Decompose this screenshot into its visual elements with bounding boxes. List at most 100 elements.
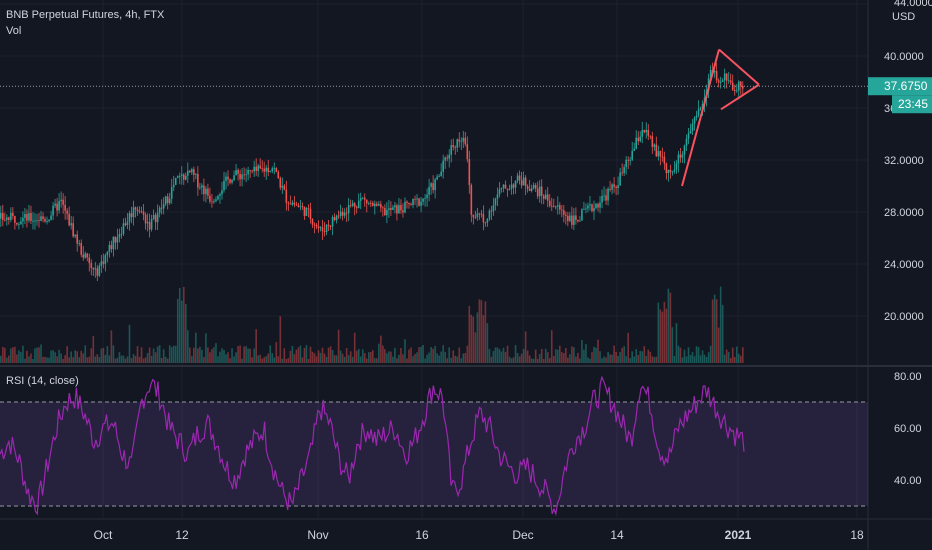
rsi-panel[interactable]	[0, 375, 868, 517]
candle	[271, 166, 274, 174]
volume-bar	[309, 346, 312, 363]
rsi-line[interactable]	[0, 375, 745, 517]
volume-bar	[255, 329, 257, 363]
candle-body	[176, 176, 179, 179]
candle-body	[289, 203, 292, 205]
triangle-pattern[interactable]	[681, 48, 760, 187]
volume-bar	[357, 348, 360, 363]
volume-bar	[134, 355, 137, 363]
candle-body	[546, 194, 549, 201]
candle-body	[58, 201, 60, 211]
volume-bar	[414, 353, 416, 363]
volume-bar	[174, 345, 177, 363]
volume-bar	[116, 357, 119, 363]
candle-body	[442, 160, 444, 172]
candle	[182, 173, 185, 185]
volume-bar	[76, 351, 79, 363]
candle	[717, 78, 720, 88]
candle	[88, 253, 91, 272]
candle-body	[273, 167, 276, 169]
candle	[180, 166, 183, 185]
volume-bar	[114, 358, 117, 363]
candle-body	[116, 237, 119, 243]
candle	[386, 202, 388, 224]
candle-body	[685, 138, 688, 146]
candle	[540, 179, 543, 205]
volume-bar	[351, 356, 354, 363]
candle-body	[595, 203, 597, 208]
candle	[267, 159, 270, 176]
candle	[372, 200, 374, 207]
volume-bar	[132, 354, 135, 363]
candle	[231, 178, 233, 185]
candle-body	[579, 220, 581, 222]
candle-body	[647, 130, 650, 136]
pattern-upper-edge[interactable]	[718, 48, 760, 86]
volume-bar	[16, 354, 18, 363]
time-axis[interactable]: Oct 12 Nov 16 Dec 14 2021 18	[94, 528, 864, 542]
volume-bar	[470, 314, 473, 363]
volume-bar	[420, 346, 422, 363]
candles[interactable]	[0, 62, 744, 282]
volume-bar	[315, 356, 318, 363]
candle-body	[466, 144, 469, 160]
candle	[148, 213, 151, 238]
volume-bar	[82, 353, 85, 363]
volume-bar	[556, 349, 559, 363]
candle	[591, 203, 593, 213]
volume-bar	[621, 347, 623, 363]
candle-body	[683, 145, 686, 155]
candle	[635, 130, 638, 150]
currency-label[interactable]: USD	[892, 11, 915, 23]
candle-body	[727, 80, 730, 82]
candle-body	[563, 210, 565, 215]
pattern-lower-edge[interactable]	[720, 83, 760, 111]
candle	[404, 197, 406, 214]
volume-bar	[231, 348, 233, 363]
volume-bar	[601, 358, 603, 363]
volume-bar	[729, 357, 732, 363]
volume-bar	[681, 357, 684, 363]
volume-bar	[60, 353, 62, 363]
price-axis[interactable]: 44.0000USD40.000036.000032.000028.000024…	[868, 0, 932, 487]
candle-body	[478, 213, 481, 215]
volume-bar	[675, 323, 678, 363]
candle-body	[591, 204, 593, 212]
candle-body	[14, 215, 16, 223]
pattern-leg-up[interactable]	[681, 49, 720, 187]
candle	[482, 205, 485, 231]
candle	[249, 169, 251, 179]
candle	[32, 212, 34, 230]
candle-body	[54, 203, 56, 206]
volume-bar	[301, 357, 304, 363]
volume-bar	[14, 346, 16, 363]
volume-bar	[253, 348, 255, 363]
volume-bar	[50, 350, 52, 363]
candle-body	[456, 139, 459, 148]
candle	[685, 134, 688, 152]
volume-bar	[279, 316, 282, 363]
candle-body	[363, 197, 366, 200]
candle	[74, 234, 76, 239]
volume-bar	[394, 347, 396, 363]
candle	[191, 167, 193, 176]
candle	[108, 241, 111, 258]
candle	[681, 151, 684, 163]
candle	[563, 205, 565, 223]
price-tick-label: 40.0000	[884, 51, 924, 63]
candle-body	[331, 217, 334, 227]
candle-body	[526, 186, 529, 189]
volume-bar	[193, 347, 195, 363]
candle-body	[386, 209, 388, 216]
candle-body	[615, 186, 617, 188]
volume-bar	[546, 352, 549, 363]
volume-bar	[297, 347, 300, 363]
candle	[486, 218, 489, 227]
candle	[120, 226, 123, 239]
candle-body	[60, 199, 62, 202]
candle-body	[281, 185, 284, 188]
candle-body	[217, 196, 219, 200]
volume-bar	[412, 356, 414, 363]
candle	[251, 169, 253, 174]
